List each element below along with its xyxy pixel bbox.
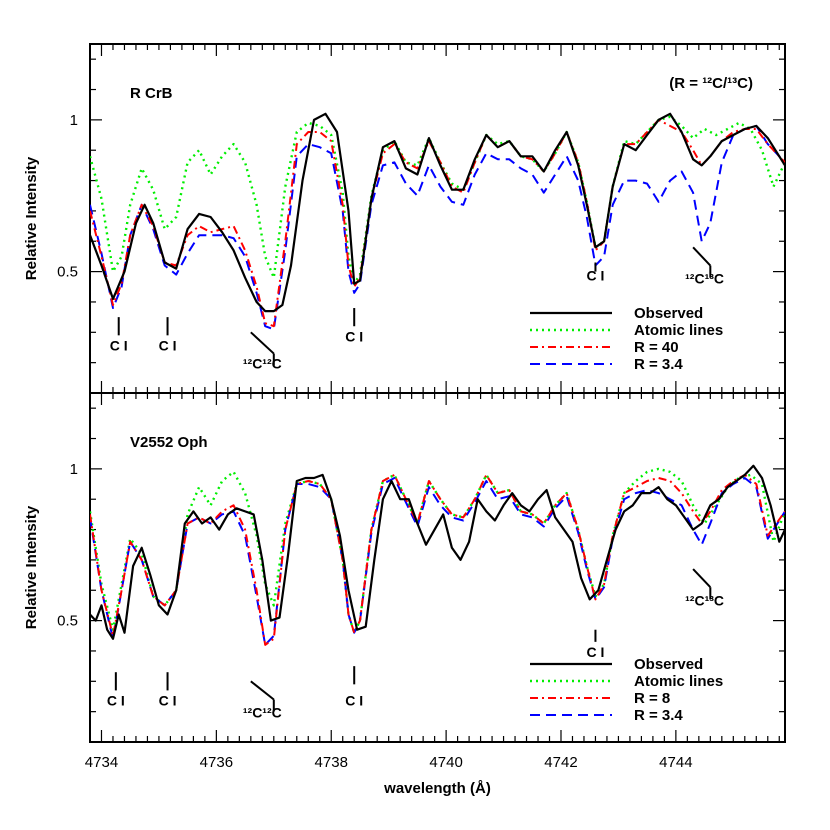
y-tick-label: 1 [70, 112, 78, 129]
series-line-r-3-4 [90, 477, 785, 646]
band-marker [692, 246, 712, 267]
y-axis-label: Relative Intensity [23, 156, 40, 280]
line-annotation: C I [587, 268, 605, 284]
band-marker [250, 680, 275, 701]
y-tick-label: 0.5 [57, 613, 78, 630]
y-axis-label: Relative Intensity [23, 505, 40, 629]
plot-frame [89, 392, 786, 743]
legend-label: R = 40 [634, 339, 679, 356]
legend-label: R = 3.4 [634, 356, 683, 373]
panel-rcrb: 0.5 1 Relative Intensity R CrB (R = ¹²C/¹³C)… [23, 43, 786, 394]
line-annotation: C I [159, 338, 177, 354]
line-annotation: C I [159, 693, 177, 709]
y-tick-label: 1 [70, 461, 78, 478]
line-annotation: ¹²C¹³C [685, 592, 724, 608]
line-annotation: C I [107, 693, 125, 709]
legend-label: R = 8 [634, 690, 670, 707]
panel-label: R CrB [130, 85, 173, 102]
y-tick-label: 0.5 [57, 264, 78, 281]
x-tick-label: 4742 [544, 754, 577, 771]
line-annotation: C I [345, 693, 363, 709]
legend-label: Atomic lines [634, 673, 723, 690]
series-line-r-40 [90, 118, 785, 328]
x-tick-label: 4734 [85, 754, 118, 771]
series-line-observed [90, 464, 785, 640]
line-annotation: ¹²C¹³C [685, 271, 724, 287]
band-marker [692, 568, 712, 588]
x-axis-label: wavelength (Å) [383, 780, 491, 797]
line-annotation: C I [110, 338, 128, 354]
x-tick-label: 4736 [200, 754, 233, 771]
panel-v2552oph: 0.5 1 4734 4736 4738 4740 4742 4744 Relative Int… [23, 392, 786, 797]
x-tick-label: 4738 [315, 754, 348, 771]
line-annotation: C I [345, 328, 363, 344]
series-line-atomic-lines [90, 115, 785, 285]
legend-label: Observed [634, 656, 703, 673]
series-line-r-3-4 [90, 124, 785, 331]
series-line-observed [90, 112, 785, 313]
legend-label: R = 3.4 [634, 707, 683, 724]
panel-label: V2552 Oph [130, 434, 208, 451]
line-annotation: ¹²C¹²C [243, 356, 282, 372]
legend-label: Observed [634, 305, 703, 322]
ratio-note: (R = ¹²C/¹³C) [669, 75, 753, 92]
line-annotation: C I [587, 644, 605, 660]
band-marker [250, 331, 275, 355]
x-tick-label: 4740 [429, 754, 462, 771]
line-annotation: ¹²C¹²C [243, 705, 282, 721]
legend-label: Atomic lines [634, 322, 723, 339]
x-tick-label: 4744 [659, 754, 692, 771]
